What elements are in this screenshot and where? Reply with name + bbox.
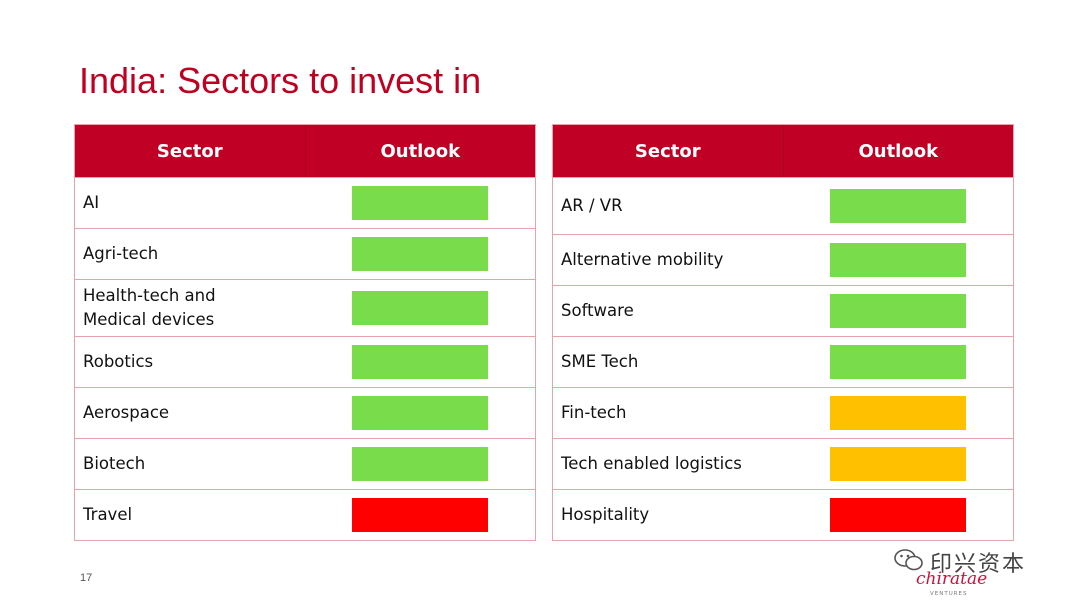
sector-table-right: Sector Outlook AR / VR Alternative mobil… bbox=[552, 124, 1014, 541]
header-outlook: Outlook bbox=[380, 140, 461, 162]
slide-title: India: Sectors to invest in bbox=[79, 60, 482, 101]
table-header: Sector Outlook bbox=[75, 125, 535, 177]
outlook-indicator bbox=[830, 243, 966, 277]
table-row: AI bbox=[75, 177, 535, 228]
outlook-indicator bbox=[352, 237, 488, 271]
table-row: Travel bbox=[75, 489, 535, 540]
table-row: Agri-tech bbox=[75, 228, 535, 279]
table-row: Software bbox=[553, 285, 1013, 336]
table-row: Aerospace bbox=[75, 387, 535, 438]
outlook-indicator bbox=[352, 186, 488, 220]
table-row: Robotics bbox=[75, 336, 535, 387]
table-header: Sector Outlook bbox=[553, 125, 1013, 177]
table-row: Hospitality bbox=[553, 489, 1013, 540]
sector-name: SME Tech bbox=[561, 352, 639, 372]
sector-name: AI bbox=[83, 193, 100, 213]
outlook-indicator bbox=[830, 189, 966, 223]
sector-name: Software bbox=[561, 301, 634, 321]
outlook-indicator bbox=[830, 294, 966, 328]
table-row: Biotech bbox=[75, 438, 535, 489]
outlook-indicator bbox=[352, 291, 488, 325]
outlook-indicator bbox=[830, 396, 966, 430]
watermark-text: 印兴资本 bbox=[930, 552, 1027, 577]
outlook-indicator bbox=[830, 345, 966, 379]
table-row: SME Tech bbox=[553, 336, 1013, 387]
sector-name: Health-tech and Medical devices bbox=[83, 286, 216, 329]
svg-text:chiratae: chiratae bbox=[916, 569, 987, 589]
outlook-indicator bbox=[352, 498, 488, 532]
sector-name: Tech enabled logistics bbox=[561, 454, 742, 474]
sector-name: Agri-tech bbox=[83, 244, 159, 264]
header-sector: Sector bbox=[75, 125, 306, 177]
table-row: Fin-tech bbox=[553, 387, 1013, 438]
outlook-indicator bbox=[830, 447, 966, 481]
watermark: 印兴资本 chiratae VENTURES bbox=[876, 540, 1066, 602]
table-row: Alternative mobility bbox=[553, 234, 1013, 285]
sector-name: Travel bbox=[83, 505, 133, 525]
sector-name: AR / VR bbox=[561, 196, 623, 216]
sector-name: Aerospace bbox=[83, 403, 170, 423]
wechat-icon bbox=[894, 549, 923, 571]
sector-table-left: Sector Outlook AI Agri-tech Health-tech … bbox=[74, 124, 536, 541]
table-row: Health-tech and Medical devices bbox=[75, 279, 535, 336]
svg-text:VENTURES: VENTURES bbox=[930, 591, 968, 597]
sector-name: Fin-tech bbox=[561, 403, 627, 423]
sector-name: Robotics bbox=[83, 352, 154, 372]
page-number: 17 bbox=[80, 572, 93, 584]
outlook-indicator bbox=[830, 498, 966, 532]
outlook-indicator bbox=[352, 396, 488, 430]
table-row: AR / VR bbox=[553, 177, 1013, 234]
outlook-indicator bbox=[352, 345, 488, 379]
chiratae-logo: chiratae VENTURES bbox=[916, 569, 987, 597]
outlook-indicator bbox=[352, 447, 488, 481]
header-outlook: Outlook bbox=[858, 140, 939, 162]
sector-name: Hospitality bbox=[561, 505, 650, 525]
sector-name: Biotech bbox=[83, 454, 146, 474]
header-sector: Sector bbox=[553, 125, 784, 177]
sector-name: Alternative mobility bbox=[561, 250, 724, 270]
table-row: Tech enabled logistics bbox=[553, 438, 1013, 489]
